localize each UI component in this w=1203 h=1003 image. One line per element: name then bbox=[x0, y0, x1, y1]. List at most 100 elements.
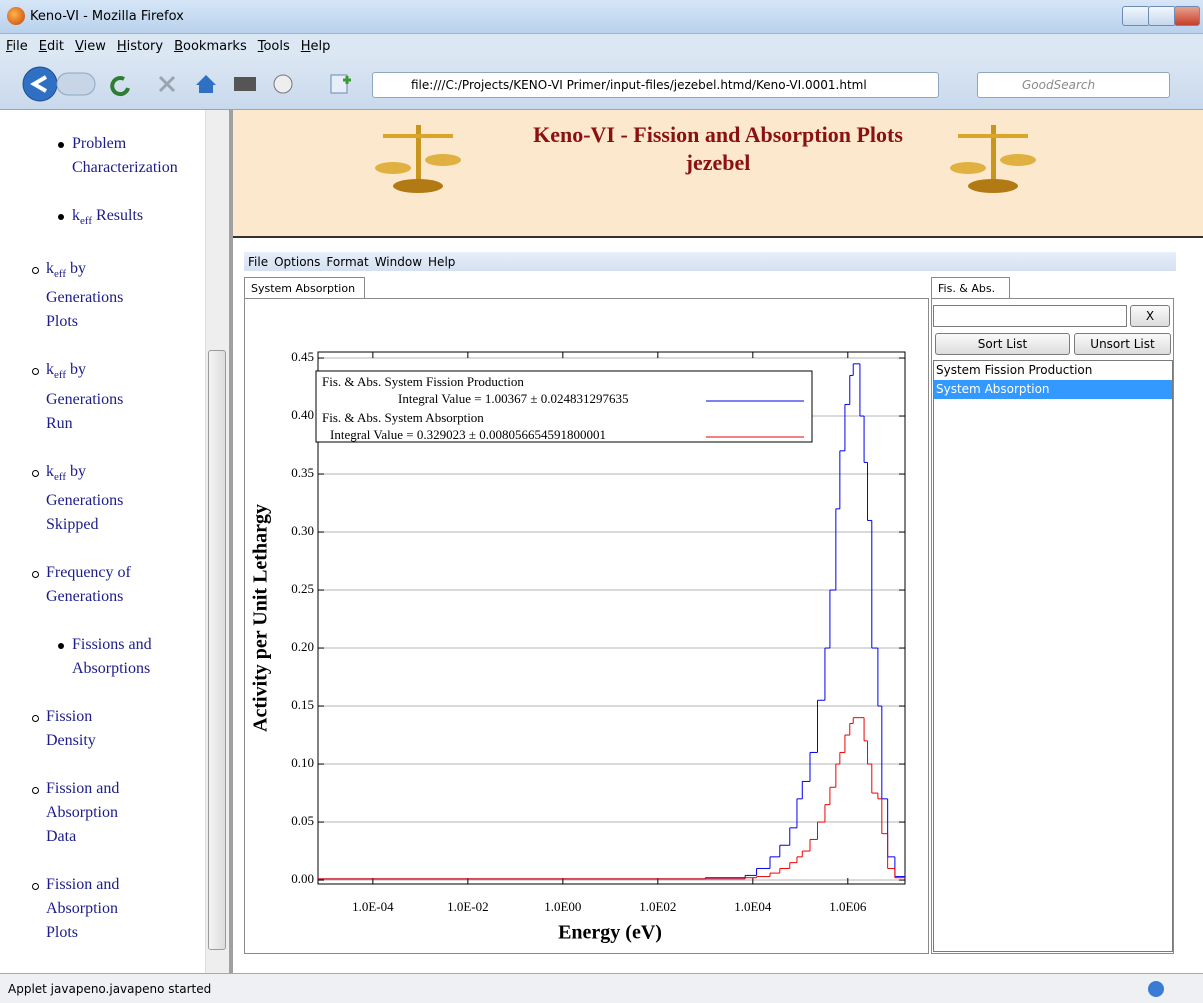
bullet bbox=[58, 142, 64, 148]
print-button[interactable] bbox=[234, 77, 256, 91]
clear-button[interactable]: X bbox=[1130, 305, 1170, 327]
side-tab[interactable]: Fis. & Abs. bbox=[931, 277, 1010, 299]
applet-menu-item[interactable]: Window bbox=[374, 255, 423, 269]
y-axis-title: Activity per Unit Lethargy bbox=[250, 504, 272, 732]
applet-menu-item[interactable]: File bbox=[248, 255, 269, 269]
side-tab-label: Fis. & Abs. bbox=[938, 282, 996, 295]
bullet bbox=[32, 786, 39, 794]
nav-item[interactable]: keff by Generations Skipped bbox=[32, 460, 134, 537]
clear-button-label: X bbox=[1145, 309, 1155, 323]
nav-link-sub: eff bbox=[54, 369, 67, 382]
scrollbar-thumb[interactable] bbox=[208, 350, 226, 950]
nav-link[interactable]: k bbox=[46, 361, 54, 379]
menu-item[interactable]: View bbox=[74, 39, 106, 54]
nav-link[interactable]: by Generations Skipped bbox=[46, 462, 124, 533]
nav-item[interactable]: Fissions and Absorptions bbox=[58, 633, 202, 681]
bullet bbox=[32, 469, 39, 477]
window-title: Keno-VI - Mozilla Firefox bbox=[30, 9, 184, 24]
add-icon bbox=[343, 76, 351, 84]
legend-integral: Integral Value = 1.00367 ± 0.02483129763… bbox=[398, 391, 629, 406]
menu-item[interactable]: History bbox=[116, 39, 164, 54]
page-subtitle: jezebel bbox=[685, 150, 751, 175]
nav-item[interactable]: Problem Characterization bbox=[58, 132, 202, 180]
reload-button[interactable] bbox=[110, 76, 130, 96]
nav-item[interactable]: keff Results bbox=[58, 204, 202, 233]
x-tick-label: 1.0E-02 bbox=[447, 899, 489, 914]
applet-menu-item[interactable]: Format bbox=[326, 255, 369, 269]
nav-item[interactable]: Fission Density bbox=[32, 705, 134, 753]
status-icon bbox=[1148, 981, 1164, 997]
legend-integral: Integral Value = 0.329023 ± 0.0080566545… bbox=[330, 427, 606, 442]
y-tick-label: 0.10 bbox=[291, 755, 314, 770]
url-bar[interactable]: file:///C:/Projects/KENO-VI Primer/input… bbox=[372, 72, 939, 98]
menu-item[interactable]: Edit bbox=[38, 39, 64, 54]
bullet bbox=[32, 570, 39, 578]
sidebar-frame: Problem Characterization keff Results keff… bbox=[0, 110, 205, 973]
x-tick-label: 1.0E00 bbox=[544, 899, 581, 914]
list-item[interactable]: System Absorption bbox=[934, 380, 1172, 399]
url-text: file:///C:/Projects/KENO-VI Primer/input… bbox=[411, 78, 867, 92]
legend-name: Fis. & Abs. System Fission Production bbox=[322, 374, 524, 389]
history-button[interactable] bbox=[273, 74, 293, 94]
menu-item[interactable]: Tools bbox=[257, 39, 290, 54]
menu-item[interactable]: Bookmarks bbox=[174, 39, 247, 54]
menu-item[interactable]: Help bbox=[300, 39, 331, 54]
unsort-button[interactable]: Unsort List bbox=[1074, 333, 1171, 355]
y-tick-label: 0.15 bbox=[291, 697, 314, 712]
nav-item[interactable]: Fission and Absorption Plots bbox=[32, 873, 134, 945]
nav-item[interactable]: keff by Generations Run bbox=[32, 358, 134, 435]
search-box[interactable]: GoodSearch bbox=[977, 72, 1170, 98]
title-bar: Keno-VI - Mozilla Firefox bbox=[0, 0, 1203, 34]
nav-link[interactable]: k bbox=[46, 462, 54, 480]
y-tick-label: 0.25 bbox=[291, 581, 314, 596]
y-tick-label: 0.45 bbox=[291, 349, 314, 364]
list-item[interactable]: System Fission Production bbox=[936, 363, 1093, 377]
home-button[interactable] bbox=[196, 75, 216, 93]
nav-link[interactable]: Fission Density bbox=[46, 707, 96, 749]
plot-tab-label: System Absorption bbox=[251, 282, 356, 295]
menu-item[interactable]: File bbox=[6, 39, 28, 54]
nav-link-sub: eff bbox=[54, 268, 67, 281]
nav-link[interactable]: k bbox=[46, 260, 54, 278]
nav-link[interactable]: Problem Characterization bbox=[72, 135, 178, 176]
plot-tab[interactable]: System Absorption bbox=[244, 277, 365, 299]
nav-link[interactable]: by Generations Plots bbox=[46, 260, 124, 331]
stop-button[interactable] bbox=[158, 75, 176, 93]
bullet bbox=[32, 882, 39, 890]
page-title: Keno-VI - Fission and Absorption Plots bbox=[533, 122, 903, 147]
nav-link[interactable]: Frequency of Generations bbox=[46, 563, 131, 605]
scales-icon-right bbox=[950, 125, 1036, 193]
applet-menu-item[interactable]: Help bbox=[428, 255, 456, 269]
back-arrow bbox=[30, 75, 48, 93]
firefox-icon bbox=[7, 7, 25, 25]
nav-item[interactable]: Frequency of Generations bbox=[32, 561, 134, 609]
forward-button[interactable] bbox=[56, 72, 96, 96]
nav-link[interactable]: Fissions and Absorptions bbox=[72, 635, 152, 677]
plot-list: System Fission Production System Absorpti… bbox=[933, 360, 1173, 952]
x-tick-label: 1.0E06 bbox=[829, 899, 867, 914]
close-button[interactable] bbox=[1174, 6, 1200, 26]
bullet bbox=[58, 642, 64, 649]
bullet bbox=[32, 714, 39, 722]
nav-link[interactable]: Results bbox=[92, 207, 144, 224]
y-tick-label: 0.00 bbox=[291, 871, 314, 886]
nav-item[interactable]: Fission and Absorption Data bbox=[32, 777, 134, 849]
nav-link[interactable]: Fission and Absorption Data bbox=[46, 779, 120, 845]
filter-field[interactable] bbox=[933, 305, 1127, 327]
status-bar: Applet javapeno.javapeno started bbox=[0, 973, 1203, 1003]
legend-name: Fis. & Abs. System Absorption bbox=[322, 410, 484, 425]
sort-button[interactable]: Sort List bbox=[935, 333, 1070, 355]
nav-link[interactable]: k bbox=[72, 207, 80, 224]
y-tick-label: 0.40 bbox=[291, 407, 314, 422]
nav-link-sub: eff bbox=[80, 215, 93, 228]
nav-link[interactable]: by Generations Run bbox=[46, 361, 124, 432]
bullet bbox=[58, 214, 64, 220]
frame-divider bbox=[229, 110, 233, 973]
nav-link[interactable]: Fission and Absorption Plots bbox=[46, 875, 120, 941]
nav-item[interactable]: keff by Generations Plots bbox=[32, 257, 134, 334]
y-tick-label: 0.05 bbox=[291, 813, 314, 828]
applet-menu-item[interactable]: Options bbox=[274, 255, 321, 269]
